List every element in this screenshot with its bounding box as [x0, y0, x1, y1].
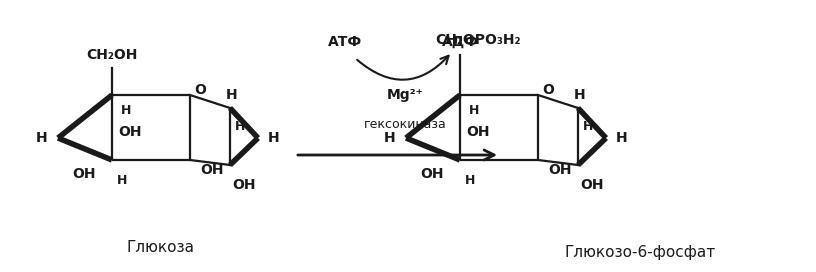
Text: OH: OH	[580, 178, 604, 192]
Text: Mg²⁺: Mg²⁺	[387, 88, 424, 102]
Text: OH: OH	[466, 125, 490, 139]
Text: H: H	[268, 131, 280, 145]
Text: OH: OH	[118, 125, 142, 139]
Text: АДФ: АДФ	[441, 35, 478, 49]
Text: OH: OH	[548, 163, 572, 177]
Text: H: H	[36, 131, 48, 145]
Text: Глюкоза: Глюкоза	[126, 240, 194, 255]
Text: АТФ: АТФ	[328, 35, 362, 49]
Text: H: H	[469, 104, 479, 118]
Text: OH: OH	[200, 163, 224, 177]
Text: гексокиназа: гексокиназа	[364, 119, 446, 131]
Text: H: H	[465, 174, 475, 187]
Text: CH₂OH: CH₂OH	[86, 48, 138, 62]
Text: O: O	[194, 83, 206, 97]
Text: Глюкозо-6-фосфат: Глюкозо-6-фосфат	[565, 245, 716, 259]
Text: H: H	[574, 88, 586, 102]
Text: H: H	[226, 88, 237, 102]
FancyArrowPatch shape	[357, 56, 449, 80]
Text: OH: OH	[73, 167, 95, 181]
Text: H: H	[616, 131, 628, 145]
Text: O: O	[542, 83, 554, 97]
Text: H: H	[583, 119, 593, 132]
Text: H: H	[235, 119, 245, 132]
Text: OH: OH	[420, 167, 444, 181]
Text: H: H	[117, 174, 127, 187]
Text: H: H	[121, 104, 131, 118]
Text: OH: OH	[233, 178, 255, 192]
Text: CH₂OPO₃H₂: CH₂OPO₃H₂	[435, 33, 521, 47]
Text: H: H	[384, 131, 396, 145]
